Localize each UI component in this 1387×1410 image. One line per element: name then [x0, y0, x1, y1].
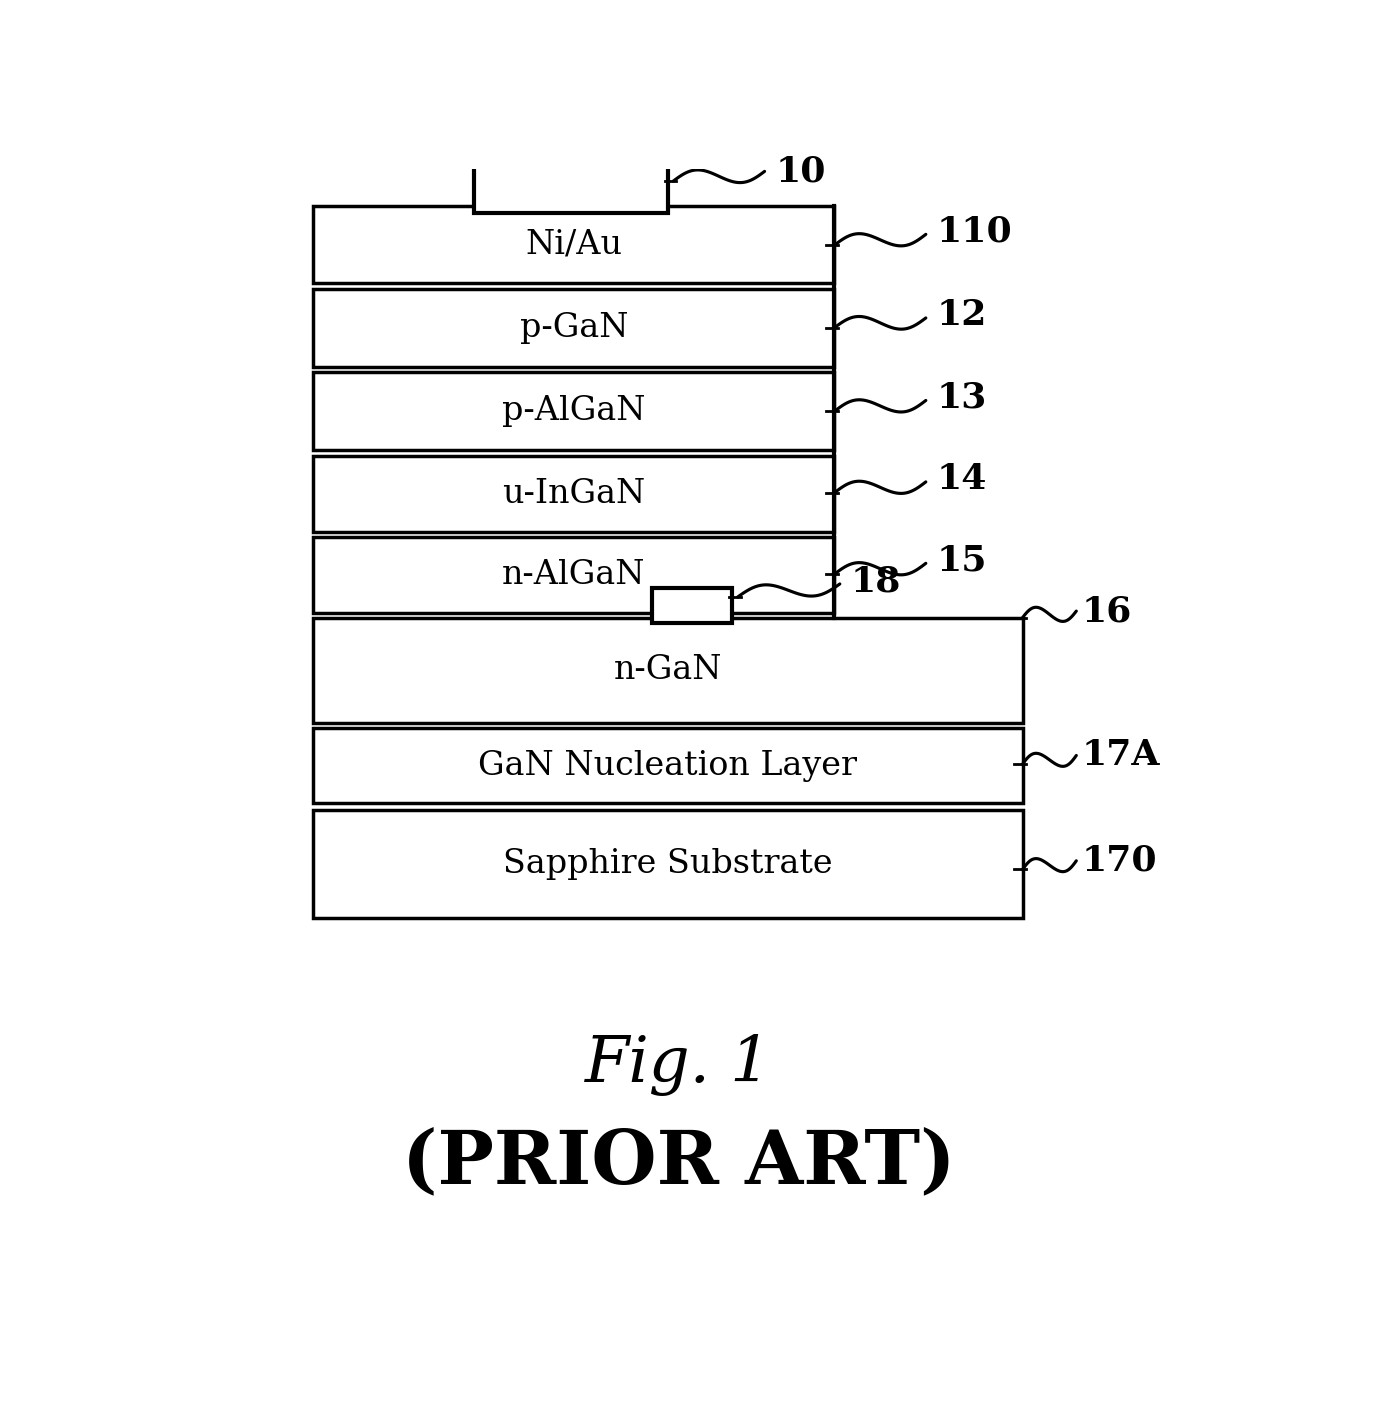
Text: 14: 14	[936, 461, 988, 496]
Bar	[313, 729, 1022, 804]
Text: 13: 13	[936, 381, 988, 415]
Bar	[313, 289, 835, 367]
Text: Sapphire Substrate: Sapphire Substrate	[503, 847, 832, 880]
Bar	[313, 372, 835, 450]
Text: 18: 18	[850, 565, 902, 599]
Bar	[474, 161, 669, 213]
Text: 15: 15	[936, 543, 988, 577]
Bar	[313, 206, 835, 283]
Text: n-GaN: n-GaN	[613, 654, 723, 687]
Text: n-AlGaN: n-AlGaN	[502, 560, 645, 591]
Text: 10: 10	[775, 154, 825, 189]
Text: 170: 170	[1082, 843, 1157, 878]
Bar	[313, 537, 835, 613]
Text: Ni/Au: Ni/Au	[526, 228, 623, 261]
Bar	[313, 455, 835, 532]
Bar	[313, 618, 1022, 723]
Text: 16: 16	[1082, 594, 1132, 627]
Text: 110: 110	[936, 214, 1013, 248]
Bar	[652, 588, 732, 623]
Text: p-AlGaN: p-AlGaN	[502, 395, 645, 427]
Text: Fig. 1: Fig. 1	[585, 1034, 773, 1096]
Text: 17A: 17A	[1082, 739, 1160, 773]
Bar	[313, 809, 1022, 918]
Text: p-GaN: p-GaN	[520, 312, 628, 344]
Text: (PRIOR ART): (PRIOR ART)	[402, 1127, 956, 1198]
Text: GaN Nucleation Layer: GaN Nucleation Layer	[479, 750, 857, 781]
Text: 12: 12	[936, 298, 988, 331]
Text: u-InGaN: u-InGaN	[502, 478, 645, 510]
